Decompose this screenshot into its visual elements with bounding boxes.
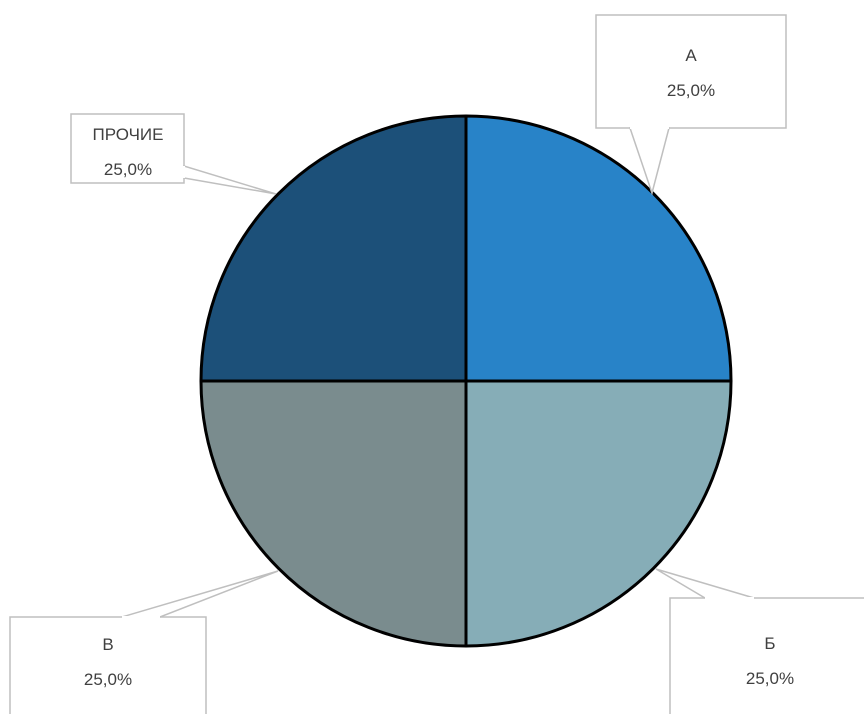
category-label-b: Б — [764, 634, 775, 653]
pie-slice-prochie — [199, 114, 468, 383]
callout-pointer-prochie — [183, 164, 277, 195]
callout-box-a — [595, 14, 787, 129]
pie-slice-v — [199, 379, 468, 648]
callout-pointer-b — [655, 568, 755, 599]
category-label-a: А — [685, 46, 697, 65]
callout-b: Б 25,0% — [655, 568, 864, 714]
category-label-v: В — [102, 635, 113, 654]
data-label-callouts: А 25,0% Б 25,0% В 25,0% ПРОЧИЕ 25,0% — [9, 14, 864, 714]
value-label-b: 25,0% — [746, 669, 794, 688]
callout-a: А 25,0% — [595, 14, 787, 196]
callout-prochie: ПРОЧИЕ 25,0% — [70, 113, 277, 195]
category-label-prochie: ПРОЧИЕ — [93, 125, 164, 144]
value-label-prochie: 25,0% — [104, 160, 152, 179]
callout-v: В 25,0% — [9, 570, 279, 714]
callout-pointer-v — [121, 570, 279, 618]
value-label-a: 25,0% — [667, 81, 715, 100]
pie-slices — [199, 114, 733, 648]
callout-box-prochie — [70, 113, 185, 184]
value-label-v: 25,0% — [84, 670, 132, 689]
pie-slice-b — [464, 379, 733, 648]
callout-box-v — [9, 616, 207, 714]
pie-slice-a — [464, 114, 733, 383]
callout-box-b — [669, 597, 864, 714]
